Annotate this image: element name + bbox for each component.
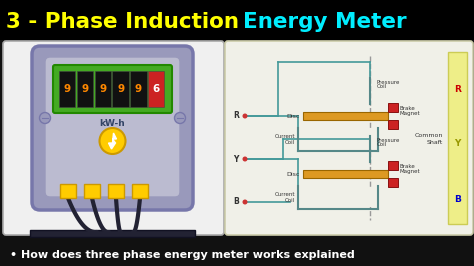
Bar: [388, 103, 398, 112]
Text: Current: Current: [274, 192, 295, 197]
Text: • How does three phase energy meter works explained: • How does three phase energy meter work…: [10, 250, 355, 260]
FancyBboxPatch shape: [225, 41, 473, 235]
Bar: [60, 184, 76, 198]
Text: Magnet: Magnet: [400, 111, 420, 117]
Text: Pressure: Pressure: [377, 138, 401, 143]
Bar: [112, 71, 129, 107]
Circle shape: [100, 128, 126, 154]
FancyBboxPatch shape: [3, 41, 224, 235]
Bar: [388, 161, 398, 170]
Text: Current: Current: [274, 134, 295, 139]
Bar: [448, 52, 467, 224]
FancyBboxPatch shape: [45, 57, 180, 197]
Circle shape: [243, 200, 247, 205]
Text: kW-h: kW-h: [100, 118, 126, 127]
Text: 9: 9: [82, 84, 89, 94]
FancyBboxPatch shape: [32, 46, 193, 210]
Bar: [300, 188, 376, 207]
Circle shape: [39, 113, 51, 123]
Text: 9: 9: [64, 84, 71, 94]
Bar: [0, 0, 474, 40]
Polygon shape: [109, 133, 117, 149]
Text: Coil: Coil: [377, 85, 387, 89]
Text: Coil: Coil: [285, 139, 295, 144]
Text: 9: 9: [99, 84, 106, 94]
Text: 9: 9: [117, 84, 124, 94]
Bar: [95, 71, 111, 107]
Text: Disc: Disc: [287, 172, 300, 177]
Text: Brake: Brake: [400, 164, 416, 169]
Bar: [303, 170, 388, 178]
Text: 9: 9: [135, 84, 142, 94]
Bar: [132, 184, 148, 198]
FancyBboxPatch shape: [53, 65, 172, 113]
Bar: [300, 130, 376, 149]
Text: R: R: [454, 85, 461, 94]
Text: Coil: Coil: [377, 143, 387, 148]
Text: 6: 6: [153, 84, 160, 94]
Text: R: R: [233, 111, 239, 120]
Bar: [148, 71, 164, 107]
Text: 3 - Phase Induction: 3 - Phase Induction: [6, 12, 246, 32]
Bar: [77, 71, 93, 107]
Text: Brake: Brake: [400, 106, 416, 111]
Circle shape: [243, 114, 247, 118]
Circle shape: [174, 113, 185, 123]
Bar: [108, 184, 124, 198]
Bar: [388, 178, 398, 187]
Bar: [30, 230, 195, 237]
Text: Magnet: Magnet: [400, 169, 420, 174]
Text: Common
Shaft: Common Shaft: [415, 133, 443, 145]
Bar: [130, 71, 146, 107]
Bar: [59, 71, 75, 107]
Text: Pressure: Pressure: [377, 80, 401, 85]
Text: Y: Y: [233, 155, 239, 164]
Circle shape: [243, 156, 247, 161]
Bar: [303, 112, 388, 120]
Text: Disc: Disc: [287, 114, 300, 118]
Text: B: B: [454, 194, 461, 203]
Text: B: B: [233, 197, 239, 206]
Text: Y: Y: [454, 139, 461, 148]
Text: Coil: Coil: [285, 197, 295, 202]
Bar: [388, 120, 398, 129]
Bar: [84, 184, 100, 198]
Text: Energy Meter: Energy Meter: [243, 12, 407, 32]
